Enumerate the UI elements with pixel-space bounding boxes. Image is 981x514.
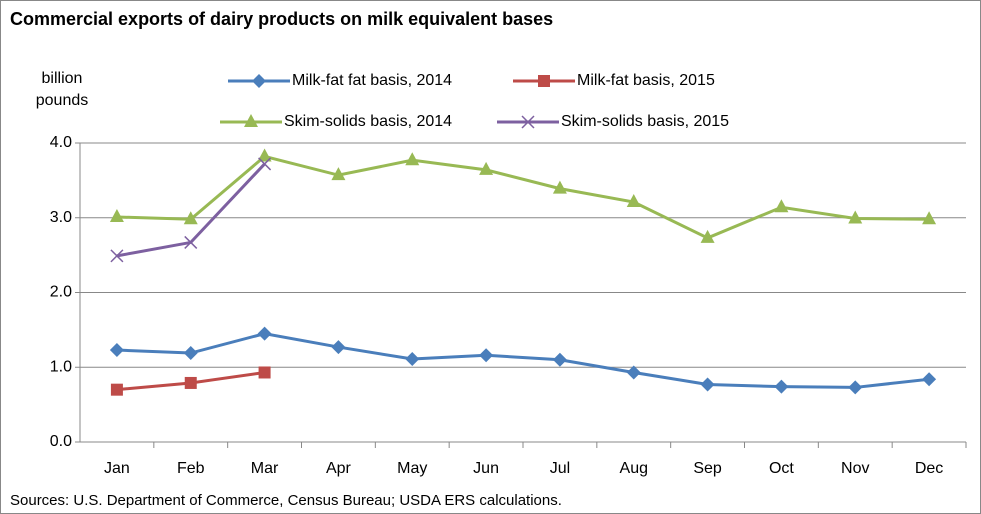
- marker: [109, 343, 124, 358]
- legend-label: Milk-fat basis, 2015: [577, 72, 715, 89]
- chart-title: Commercial exports of dairy products on …: [10, 9, 553, 29]
- marker: [479, 161, 494, 175]
- legend-label: Milk-fat fat basis, 2014: [292, 72, 452, 89]
- marker: [184, 235, 198, 249]
- legend-marker: [244, 114, 258, 127]
- legend-marker: [252, 74, 266, 88]
- y-tick-label: 3.0: [50, 209, 72, 226]
- marker: [922, 211, 937, 225]
- series-line: [116, 332, 930, 389]
- marker: [257, 326, 272, 341]
- x-tick-label: Nov: [841, 460, 869, 477]
- marker: [848, 380, 863, 395]
- marker: [258, 157, 272, 171]
- x-tick-label: Sep: [693, 460, 722, 477]
- legend-label: Skim-solids basis, 2014: [284, 113, 452, 130]
- x-tick-label: Oct: [769, 460, 794, 477]
- y-axis-label: billion pounds: [35, 70, 89, 109]
- x-tick-label: Mar: [251, 460, 279, 477]
- marker: [552, 180, 567, 194]
- y-tick-label: 4.0: [50, 134, 72, 151]
- y-tick-label: 0.0: [50, 433, 72, 450]
- x-tick-label: Jan: [104, 460, 130, 477]
- x-tick-label: Jul: [550, 460, 570, 477]
- marker: [183, 211, 198, 225]
- marker: [258, 366, 271, 379]
- legend-label: Skim-solids basis, 2015: [561, 113, 729, 130]
- marker: [183, 346, 198, 361]
- marker: [109, 209, 124, 223]
- marker: [848, 210, 863, 224]
- marker: [626, 194, 641, 208]
- marker: [774, 199, 789, 213]
- source: Sources: U.S. Department of Commerce, Ce…: [10, 492, 562, 509]
- marker: [774, 379, 789, 394]
- marker: [257, 148, 272, 162]
- marker: [626, 365, 641, 380]
- y-tick-label: 1.0: [50, 358, 72, 375]
- marker: [700, 229, 715, 243]
- marker: [405, 352, 420, 367]
- marker: [405, 152, 420, 166]
- legend-marker: [521, 115, 535, 129]
- x-tick-label: May: [397, 460, 427, 477]
- series-line: [116, 154, 930, 240]
- x-tick-label: Apr: [326, 460, 352, 477]
- marker: [184, 376, 197, 389]
- x-tick-label: Jun: [473, 460, 499, 477]
- marker: [331, 340, 346, 355]
- marker: [552, 352, 567, 367]
- x-tick-label: Aug: [620, 460, 648, 477]
- marker: [479, 348, 494, 363]
- marker: [110, 249, 124, 263]
- legend-marker: [538, 75, 550, 87]
- marker: [922, 372, 937, 387]
- marker: [700, 377, 715, 392]
- marker: [110, 383, 123, 396]
- y-tick-label: 2.0: [50, 284, 72, 301]
- x-tick-label: Feb: [177, 460, 205, 477]
- x-tick-label: Dec: [915, 460, 943, 477]
- marker: [331, 167, 346, 181]
